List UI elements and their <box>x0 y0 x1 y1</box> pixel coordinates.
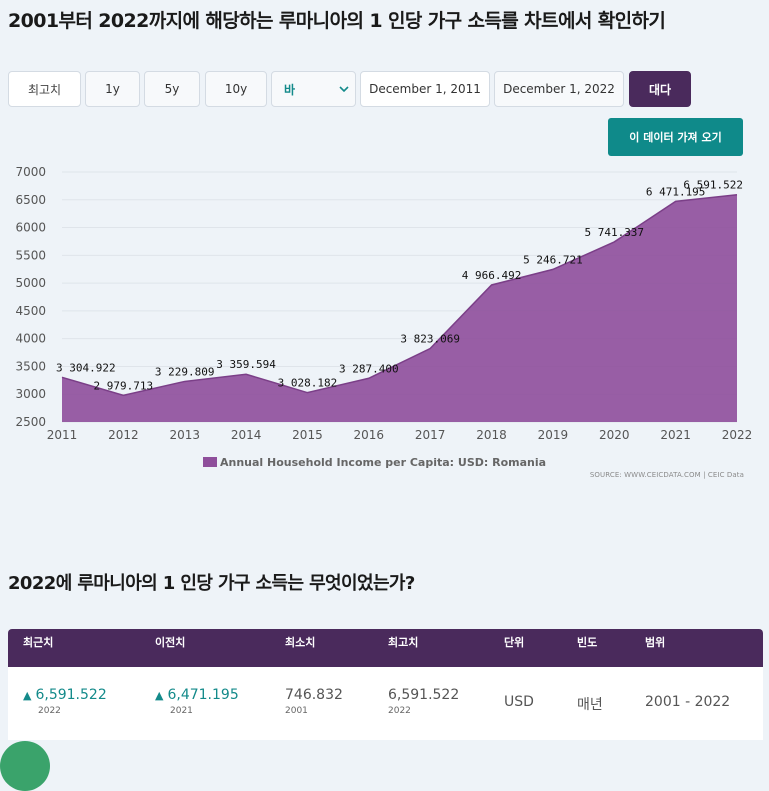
range-1y-button[interactable]: 1y <box>85 71 140 107</box>
data-label: 5 741.337 <box>584 226 644 239</box>
x-tick-label: 2016 <box>354 428 385 442</box>
unit-value: USD <box>504 694 534 710</box>
apply-button[interactable]: 대다 <box>629 71 691 107</box>
data-label: 6 591.522 <box>683 179 743 192</box>
y-tick-label: 7000 <box>15 165 46 179</box>
min-value: 746.832 <box>285 687 343 703</box>
section-title: 2022에 루마니아의 1 인당 가구 소득는 무엇이었는가? <box>8 573 415 594</box>
legend-label: Annual Household Income per Capita: USD:… <box>220 456 546 469</box>
x-tick-label: 2012 <box>108 428 139 442</box>
data-label: 3 229.809 <box>155 365 215 378</box>
y-tick-label: 2500 <box>15 415 46 429</box>
x-tick-label: 2011 <box>47 428 78 442</box>
range-5y-button[interactable]: 5y <box>144 71 200 107</box>
max-year: 2022 <box>388 706 411 716</box>
cell-previous: ▲ 6,471.195 2021 <box>155 687 239 716</box>
y-tick-label: 5500 <box>15 248 46 262</box>
min-year: 2001 <box>285 706 308 716</box>
chat-widget-button[interactable] <box>0 741 50 791</box>
chart-type-select[interactable]: 바 <box>271 71 356 107</box>
data-label: 2 979.713 <box>94 379 154 392</box>
data-label: 5 246.721 <box>523 253 583 266</box>
header-latest: 최근치 <box>23 636 54 649</box>
x-tick-label: 2019 <box>538 428 569 442</box>
x-tick-label: 2020 <box>599 428 630 442</box>
data-label: 3 359.594 <box>216 358 276 371</box>
range-max-button[interactable]: 최고치 <box>8 71 81 107</box>
data-label: 3 287.400 <box>339 362 399 375</box>
chart-type-value: 바 <box>284 82 296 97</box>
cell-latest: ▲ 6,591.522 2022 <box>23 687 107 716</box>
cell-range: 2001 - 2022 <box>645 694 730 710</box>
series-area <box>62 194 737 422</box>
page-title: 2001부터 2022까지에 해당하는 루마니아의 1 인당 가구 소득를 차트… <box>8 10 666 32</box>
y-tick-label: 3500 <box>15 359 46 373</box>
data-label: 3 823.069 <box>400 332 460 345</box>
stats-table-header: 최근치 이전치 최소치 최고치 단위 빈도 범위 <box>8 629 763 667</box>
x-tick-label: 2013 <box>169 428 200 442</box>
max-value: 6,591.522 <box>388 687 460 703</box>
latest-value: 6,591.522 <box>35 687 107 703</box>
x-tick-label: 2022 <box>722 428 753 442</box>
up-arrow-icon: ▲ <box>155 689 164 702</box>
y-tick-label: 4000 <box>15 332 46 346</box>
fetch-data-button[interactable]: 이 데이터 가져 오기 <box>608 118 743 156</box>
data-label: 4 966.492 <box>462 269 522 282</box>
cell-max: 6,591.522 2022 <box>388 687 459 716</box>
frequency-value: 매년 <box>577 697 603 713</box>
x-tick-label: 2014 <box>231 428 262 442</box>
y-tick-label: 6000 <box>15 221 46 235</box>
header-frequency: 빈도 <box>577 636 598 649</box>
stats-table-row: ▲ 6,591.522 2022 ▲ 6,471.195 2021 746.832 … <box>8 667 763 740</box>
legend-swatch <box>203 457 217 467</box>
latest-year: 2022 <box>38 706 61 716</box>
y-tick-label: 5000 <box>15 276 46 290</box>
income-area-chart: 2500 3000 3500 4000 4500 5000 5500 6000 6500 7000… <box>15 165 753 469</box>
header-previous: 이전치 <box>155 636 186 649</box>
data-label: 3 304.922 <box>56 361 116 374</box>
series-line <box>61 193 738 397</box>
chart-legend: Annual Household Income per Capita: USD:… <box>203 456 546 469</box>
y-tick-label: 3000 <box>15 387 46 401</box>
cell-min: 746.832 2001 <box>285 687 343 716</box>
y-tick-label: 4500 <box>15 304 46 318</box>
header-unit: 단위 <box>504 636 525 649</box>
header-min: 최소치 <box>285 636 316 649</box>
x-tick-label: 2015 <box>292 428 323 442</box>
date-from-input[interactable]: December 1, 2011 <box>360 71 490 107</box>
chart-source: SOURCE: WWW.CEICDATA.COM | CEIC Data <box>589 471 744 479</box>
x-tick-label: 2018 <box>476 428 507 442</box>
cell-unit: USD <box>504 694 534 710</box>
header-range: 범위 <box>645 636 666 649</box>
previous-value: 6,471.195 <box>167 687 239 703</box>
range-10y-button[interactable]: 10y <box>205 71 267 107</box>
data-label: 3 028.182 <box>278 377 338 390</box>
header-max: 최고치 <box>388 636 419 649</box>
range-value: 2001 - 2022 <box>645 694 731 710</box>
x-tick-label: 2021 <box>660 428 691 442</box>
up-arrow-icon: ▲ <box>23 689 32 702</box>
data-label: 6 471.195 <box>646 185 706 198</box>
previous-year: 2021 <box>170 706 193 716</box>
x-tick-label: 2017 <box>415 428 446 442</box>
cell-frequency: 매년 <box>577 694 603 714</box>
y-tick-label: 6500 <box>15 193 46 207</box>
chevron-down-icon <box>339 86 349 93</box>
date-to-input[interactable]: December 1, 2022 <box>494 71 624 107</box>
